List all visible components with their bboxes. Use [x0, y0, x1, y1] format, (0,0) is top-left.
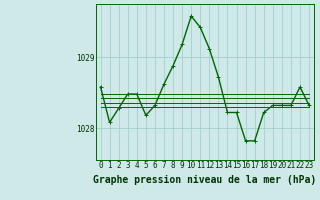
X-axis label: Graphe pression niveau de la mer (hPa): Graphe pression niveau de la mer (hPa)	[93, 175, 316, 185]
